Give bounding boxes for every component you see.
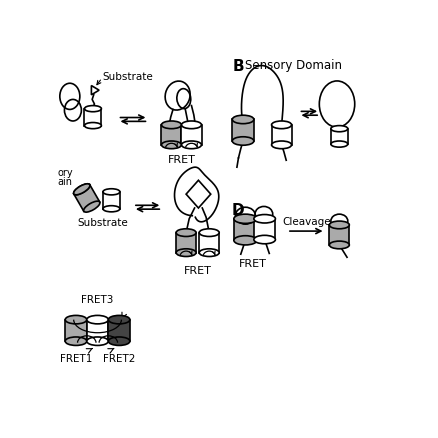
Ellipse shape	[83, 201, 100, 213]
Ellipse shape	[102, 206, 120, 212]
Text: Cleavage: Cleavage	[281, 216, 330, 226]
Ellipse shape	[232, 138, 253, 146]
Bar	[74, 185, 99, 212]
Ellipse shape	[102, 189, 120, 195]
Text: ory: ory	[57, 168, 73, 178]
Ellipse shape	[328, 222, 349, 229]
Ellipse shape	[108, 316, 130, 324]
Ellipse shape	[199, 249, 219, 257]
Ellipse shape	[161, 122, 181, 129]
Bar	[176, 233, 196, 253]
Bar	[102, 192, 120, 209]
Bar	[232, 120, 253, 141]
Bar	[84, 110, 101, 126]
Text: ain: ain	[57, 177, 72, 187]
Ellipse shape	[87, 337, 108, 346]
Ellipse shape	[233, 215, 256, 224]
Ellipse shape	[253, 236, 275, 244]
Ellipse shape	[74, 184, 90, 195]
Text: FRET: FRET	[167, 155, 195, 165]
Bar	[330, 129, 347, 145]
Bar	[199, 233, 219, 253]
Ellipse shape	[84, 106, 101, 113]
Bar	[108, 320, 130, 341]
Ellipse shape	[233, 236, 256, 245]
Text: FRET: FRET	[183, 265, 211, 276]
Text: FRET1: FRET1	[60, 353, 92, 363]
Ellipse shape	[328, 241, 349, 249]
Bar	[253, 219, 275, 240]
Text: FRET3: FRET3	[81, 295, 113, 304]
Ellipse shape	[199, 229, 219, 237]
Bar	[271, 126, 291, 145]
Ellipse shape	[65, 316, 87, 324]
Ellipse shape	[330, 126, 347, 132]
Ellipse shape	[181, 141, 201, 149]
Ellipse shape	[84, 123, 101, 129]
Ellipse shape	[74, 184, 90, 195]
Bar	[233, 219, 256, 241]
Text: B: B	[233, 59, 244, 74]
Ellipse shape	[232, 116, 253, 124]
Bar	[328, 226, 349, 245]
Ellipse shape	[108, 337, 130, 346]
Ellipse shape	[176, 229, 196, 237]
Ellipse shape	[271, 141, 291, 149]
Ellipse shape	[87, 316, 108, 324]
Text: D: D	[231, 202, 244, 217]
Bar	[87, 320, 108, 341]
Ellipse shape	[271, 122, 291, 129]
Text: Substrate: Substrate	[102, 72, 152, 82]
Ellipse shape	[65, 337, 87, 346]
Ellipse shape	[176, 249, 196, 257]
Ellipse shape	[330, 141, 347, 148]
Text: FRET: FRET	[239, 258, 266, 268]
Bar	[161, 126, 181, 145]
Bar	[65, 320, 87, 341]
Text: FRET2: FRET2	[102, 353, 135, 363]
Ellipse shape	[253, 215, 275, 223]
Ellipse shape	[181, 122, 201, 129]
Text: Substrate: Substrate	[78, 218, 128, 228]
Bar	[181, 126, 201, 145]
Text: Sensory Domain: Sensory Domain	[244, 59, 341, 72]
Ellipse shape	[161, 141, 181, 149]
